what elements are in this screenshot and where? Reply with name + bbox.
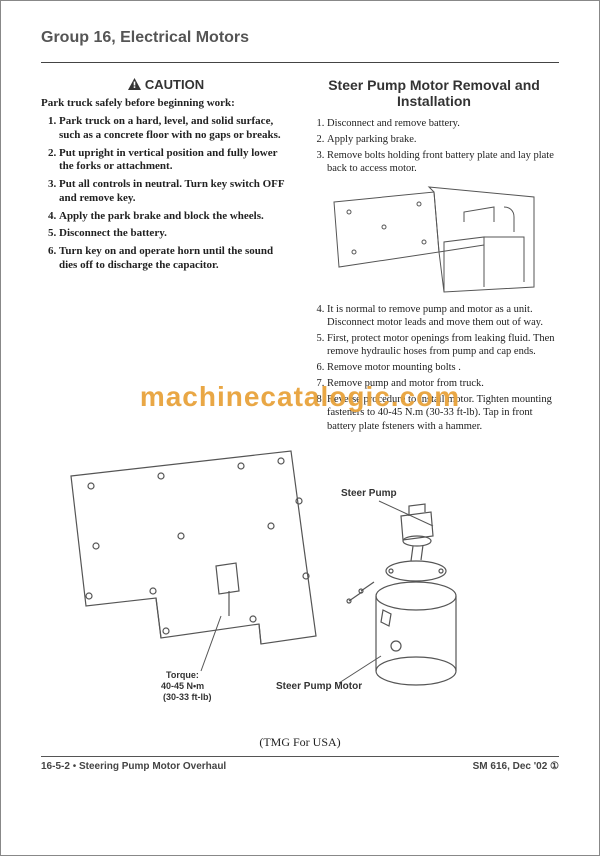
callout-steer-pump: Steer Pump xyxy=(341,488,397,499)
step-item: Reverse procedure to install motor. Tigh… xyxy=(327,393,559,432)
caution-label: CAUTION xyxy=(145,77,204,92)
steps-list-b: It is normal to remove pump and motor as… xyxy=(309,303,559,433)
callout-steer-pump-motor: Steer Pump Motor xyxy=(276,681,362,692)
caution-item: Park truck on a hard, level, and solid s… xyxy=(59,115,291,143)
procedure-title: Steer Pump Motor Removal and Installatio… xyxy=(309,77,559,109)
two-column-body: CAUTION Park truck safely before beginni… xyxy=(41,77,559,436)
steps-list-a: Disconnect and remove battery. Apply par… xyxy=(309,117,559,176)
caution-item: Put all controls in neutral. Turn key sw… xyxy=(59,178,291,206)
warning-triangle-icon xyxy=(128,78,141,93)
main-illustration: Steer Pump Steer Pump Motor Torque: 40-4… xyxy=(41,446,559,731)
page-header: Group 16, Electrical Motors xyxy=(41,29,559,50)
caution-item: Put upright in vertical position and ful… xyxy=(59,147,291,175)
tmg-note: (TMG For USA) xyxy=(41,735,559,750)
small-illustration xyxy=(309,182,559,297)
left-column: CAUTION Park truck safely before beginni… xyxy=(41,77,291,436)
footer-right: SM 616, Dec '02 ① xyxy=(473,761,559,772)
caution-lead: Park truck safely before beginning work: xyxy=(41,97,291,109)
torque-line2: 40-45 N•m xyxy=(161,681,204,691)
right-column: Steer Pump Motor Removal and Installatio… xyxy=(309,77,559,436)
step-item: Apply parking brake. xyxy=(327,133,559,146)
footer-page-num: 16-5-2 xyxy=(41,761,70,772)
caution-item: Turn key on and operate horn until the s… xyxy=(59,245,291,273)
header-rule xyxy=(41,62,559,63)
caution-list: Park truck on a hard, level, and solid s… xyxy=(41,115,291,273)
footer-left: 16-5-2 • Steering Pump Motor Overhaul xyxy=(41,761,226,772)
step-item: It is normal to remove pump and motor as… xyxy=(327,303,559,329)
caution-item: Apply the park brake and block the wheel… xyxy=(59,210,291,224)
caution-item: Disconnect the battery. xyxy=(59,227,291,241)
footer-doc: SM 616, Dec '02 ① xyxy=(473,761,559,772)
torque-line1: Torque: xyxy=(166,670,199,680)
footer-section: Steering Pump Motor Overhaul xyxy=(79,761,226,772)
caution-heading: CAUTION xyxy=(41,77,291,93)
torque-line3: (30-33 ft-lb) xyxy=(163,692,212,702)
step-item: Remove bolts holding front battery plate… xyxy=(327,149,559,175)
footer-rule xyxy=(41,756,559,757)
step-item: Disconnect and remove battery. xyxy=(327,117,559,130)
step-item: First, protect motor openings from leaki… xyxy=(327,332,559,358)
step-item: Remove pump and motor from truck. xyxy=(327,377,559,390)
page-footer: 16-5-2 • Steering Pump Motor Overhaul SM… xyxy=(41,761,559,772)
step-item: Remove motor mounting bolts . xyxy=(327,361,559,374)
